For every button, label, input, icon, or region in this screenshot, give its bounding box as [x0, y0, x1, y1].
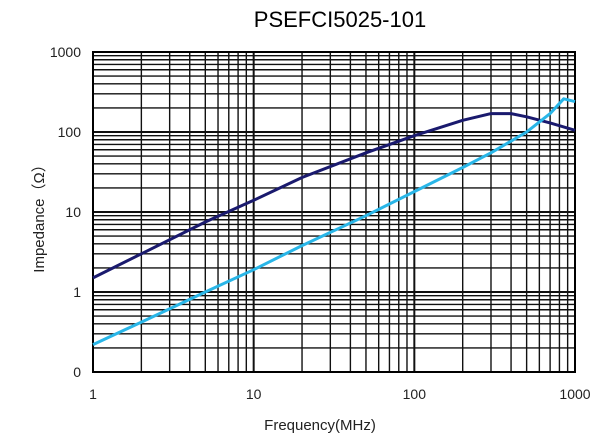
x-axis-label: Frequency(MHz)	[264, 417, 376, 434]
series-line	[92, 112, 576, 280]
y-tick-label: 10	[65, 204, 81, 220]
grid	[93, 52, 575, 372]
y-tick-label: 1	[73, 284, 81, 300]
x-tick-labels: 1 10 100 1000	[89, 386, 591, 402]
y-tick-label: 1000	[50, 44, 81, 60]
y-axis-label: Impedance（Ω）	[31, 157, 48, 272]
plot-frame	[92, 51, 576, 373]
x-tick-label: 1	[89, 386, 97, 402]
series-layer	[92, 97, 576, 346]
y-tick-labels: 0 1 10 100 1000	[50, 44, 81, 380]
x-tick-label: 1000	[559, 386, 590, 402]
chart-title: PSEFCI5025-101	[254, 7, 426, 32]
y-tick-label: 100	[58, 124, 82, 140]
y-tick-label: 0	[73, 364, 81, 380]
x-tick-label: 10	[246, 386, 262, 402]
x-tick-label: 100	[403, 386, 427, 402]
series-line	[92, 97, 576, 346]
